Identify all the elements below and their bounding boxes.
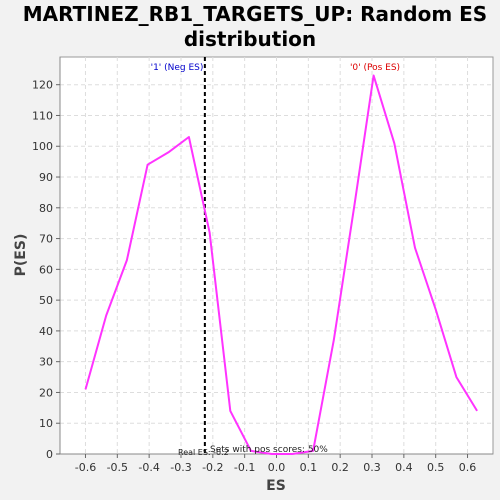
x-axis-title: ES bbox=[266, 478, 286, 494]
es-distribution-line bbox=[84, 74, 478, 455]
x-tick-label: 0.0 bbox=[268, 461, 286, 474]
x-tick-label: 0.2 bbox=[331, 461, 349, 474]
real-es-text: Real ES: -0.2 bbox=[178, 448, 229, 457]
x-tick-label: 0.1 bbox=[300, 461, 318, 474]
x-tick-label: -0.5 bbox=[107, 461, 128, 474]
x-tick-label: 0.6 bbox=[459, 461, 477, 474]
y-tick-label: 120 bbox=[32, 79, 53, 92]
x-tick-label: -0.3 bbox=[170, 461, 191, 474]
x-tick-label: -0.6 bbox=[75, 461, 96, 474]
series-layer bbox=[84, 74, 478, 455]
y-tick-label: 20 bbox=[39, 386, 53, 399]
y-tick-label: 0 bbox=[46, 448, 53, 461]
chart-title-line2: distribution bbox=[184, 27, 316, 51]
neg-es-label: '1' (Neg ES) bbox=[151, 63, 204, 73]
y-tick-label: 60 bbox=[39, 263, 53, 276]
x-tick-label: 0.5 bbox=[427, 461, 445, 474]
x-tick-label: 0.3 bbox=[363, 461, 381, 474]
axes: -0.6 -0.5 -0.4 -0.3 -0.2 -0.1 0.0 0.1 0.2 0.3 0.4 0… bbox=[32, 57, 493, 474]
y-tick-label: 80 bbox=[39, 202, 53, 215]
x-tick-label: -0.4 bbox=[138, 461, 159, 474]
x-tick-label: -0.1 bbox=[234, 461, 255, 474]
y-tick-label: 90 bbox=[39, 171, 53, 184]
y-tick-label: 30 bbox=[39, 356, 53, 369]
pos-es-label: '0' (Pos ES) bbox=[350, 63, 400, 73]
y-tick-label: 50 bbox=[39, 294, 53, 307]
chart-title-line1: MARTINEZ_RB1_TARGETS_UP: Random ES bbox=[23, 2, 487, 26]
y-tick-label: 100 bbox=[32, 140, 53, 153]
x-tick-label: -0.2 bbox=[202, 461, 223, 474]
y-tick-label: 70 bbox=[39, 233, 53, 246]
y-tick-label: 40 bbox=[39, 325, 53, 338]
y-axis-title: P(ES) bbox=[13, 234, 29, 277]
x-tick-label: 0.4 bbox=[395, 461, 413, 474]
pos-scores-text: Sets with pos scores: 50% bbox=[210, 445, 328, 455]
y-tick-label: 10 bbox=[39, 417, 53, 430]
y-tick-label: 110 bbox=[32, 109, 53, 122]
